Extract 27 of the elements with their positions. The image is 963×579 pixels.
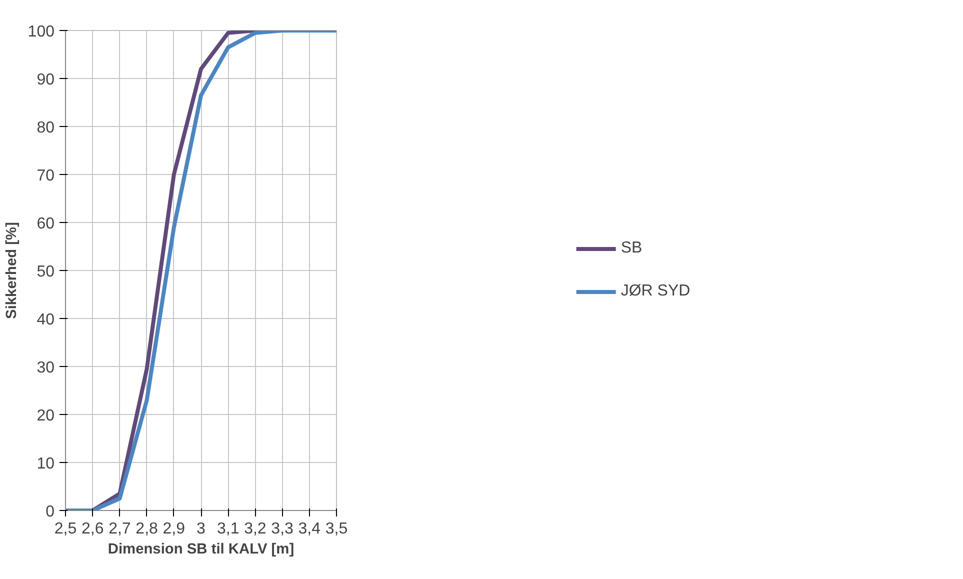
- y-tick-label: 10: [36, 456, 55, 472]
- x-tick-label: 3,5: [325, 520, 348, 538]
- y-tick-label: 30: [36, 360, 55, 376]
- y-tick-label: 50: [36, 264, 55, 280]
- legend-label: JØR SYD: [620, 282, 690, 302]
- y-tick-label: 60: [36, 216, 55, 232]
- x-tick-label: 3,3: [271, 520, 294, 538]
- legend-label: SB: [620, 238, 642, 258]
- line-series: [66, 30, 336, 510]
- x-axis-title: Dimension SB til KALV [m]: [108, 542, 294, 558]
- y-tick-label: 40: [36, 312, 55, 328]
- x-tick-label: 2,7: [108, 520, 131, 538]
- x-tick-label: 3,2: [244, 520, 266, 538]
- x-tick-label: 2,9: [162, 520, 186, 538]
- y-tick-label: 20: [36, 408, 55, 424]
- x-tick-label: 3: [196, 520, 206, 538]
- y-tick-label: 100: [28, 24, 55, 40]
- x-tick-label: 2,6: [81, 520, 104, 538]
- y-tick-label: 70: [36, 168, 55, 184]
- x-tick-label: 2,8: [136, 520, 158, 538]
- x-tick-label: 3,1: [216, 520, 240, 538]
- y-tick-label: 90: [36, 72, 55, 88]
- y-tick-label: 80: [36, 120, 55, 136]
- y-tick-label: 0: [46, 504, 55, 520]
- x-tick-label: 3,4: [298, 520, 321, 538]
- x-tick-label: 2,5: [54, 520, 77, 538]
- y-axis-title: Sikkerhed [%]: [4, 222, 20, 319]
